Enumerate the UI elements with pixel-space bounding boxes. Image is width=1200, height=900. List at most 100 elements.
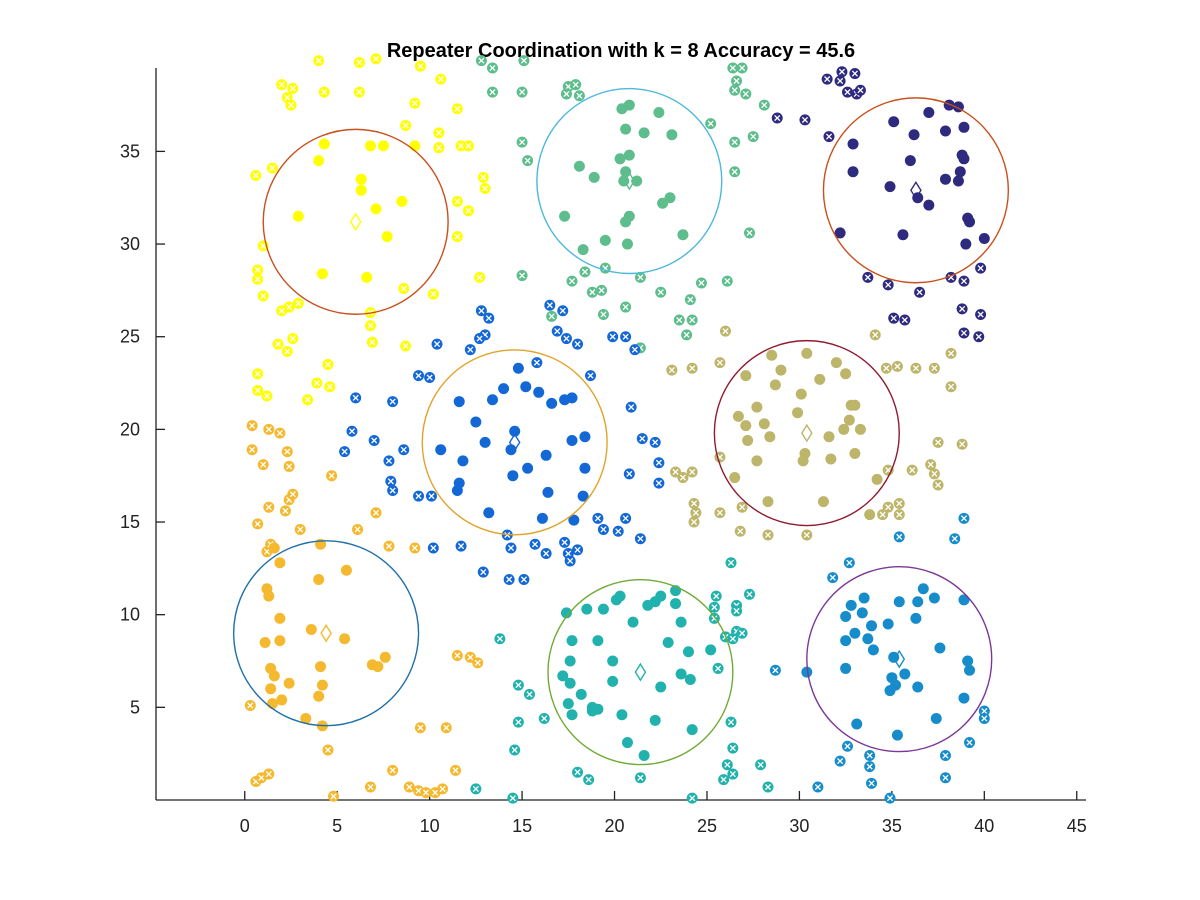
covered-point bbox=[742, 434, 754, 446]
y-tick-label: 30 bbox=[120, 234, 140, 254]
uncovered-point bbox=[827, 572, 839, 584]
uncovered-point bbox=[572, 338, 584, 350]
uncovered-point bbox=[326, 470, 338, 482]
uncovered-point bbox=[836, 66, 848, 78]
uncovered-point bbox=[455, 540, 467, 552]
uncovered-point bbox=[387, 396, 399, 408]
covered-point bbox=[579, 431, 591, 443]
uncovered-point bbox=[893, 509, 905, 521]
uncovered-point bbox=[252, 368, 264, 380]
uncovered-point bbox=[710, 590, 722, 602]
covered-point bbox=[758, 418, 770, 430]
covered-point bbox=[797, 455, 809, 467]
uncovered-point bbox=[673, 314, 685, 326]
uncovered-point bbox=[383, 455, 395, 467]
uncovered-point bbox=[727, 633, 739, 645]
uncovered-point bbox=[729, 166, 741, 178]
covered-point bbox=[775, 364, 787, 376]
covered-point bbox=[912, 192, 924, 204]
uncovered-point bbox=[425, 490, 437, 502]
uncovered-point bbox=[688, 516, 700, 528]
covered-point bbox=[313, 573, 325, 585]
covered-point bbox=[843, 414, 855, 426]
uncovered-point bbox=[686, 466, 698, 478]
covered-point bbox=[847, 138, 859, 150]
uncovered-point bbox=[475, 55, 487, 67]
uncovered-point bbox=[834, 75, 846, 87]
uncovered-point bbox=[450, 764, 462, 776]
uncovered-point bbox=[718, 774, 730, 786]
uncovered-point bbox=[956, 303, 968, 315]
covered-point bbox=[923, 106, 935, 118]
uncovered-point bbox=[910, 362, 922, 374]
covered-point bbox=[292, 210, 304, 222]
uncovered-point bbox=[433, 127, 445, 139]
axes: 0 5 10 15 20 25 30 35 40 45 5 10 15 20 25 30 35 bbox=[120, 68, 1087, 836]
uncovered-point bbox=[866, 777, 878, 789]
uncovered-point bbox=[725, 716, 737, 728]
covered-point bbox=[520, 381, 532, 393]
covered-point bbox=[409, 140, 421, 152]
uncovered-point bbox=[427, 288, 439, 300]
uncovered-point bbox=[572, 766, 584, 778]
uncovered-point bbox=[385, 475, 397, 487]
repeater-centroid-marker bbox=[349, 212, 362, 232]
uncovered-point bbox=[413, 370, 425, 382]
coverage-circles bbox=[232, 87, 1010, 766]
covered-point bbox=[560, 607, 572, 619]
uncovered-point bbox=[945, 347, 957, 359]
covered-point bbox=[627, 616, 639, 628]
uncovered-point bbox=[612, 525, 624, 537]
uncovered-point bbox=[884, 792, 896, 804]
uncovered-point bbox=[283, 460, 295, 472]
uncovered-point bbox=[244, 699, 256, 711]
uncovered-point bbox=[350, 392, 362, 404]
covered-point bbox=[642, 599, 654, 611]
x-tick-label: 35 bbox=[882, 816, 902, 836]
uncovered-point bbox=[483, 312, 495, 324]
uncovered-point bbox=[758, 99, 770, 111]
covered-point bbox=[886, 672, 898, 684]
uncovered-point bbox=[324, 381, 336, 393]
uncovered-point bbox=[518, 573, 530, 585]
covered-point bbox=[908, 129, 920, 141]
covered-point bbox=[581, 603, 593, 615]
uncovered-point bbox=[546, 310, 558, 322]
uncovered-point bbox=[252, 273, 264, 285]
covered-point bbox=[705, 644, 717, 656]
uncovered-point bbox=[474, 271, 486, 283]
uncovered-point bbox=[477, 171, 489, 183]
uncovered-point bbox=[634, 271, 646, 283]
covered-point bbox=[856, 607, 868, 619]
covered-point bbox=[823, 431, 835, 443]
covered-point bbox=[769, 379, 781, 391]
covered-point bbox=[871, 473, 883, 485]
covered-point bbox=[939, 173, 951, 185]
covered-point bbox=[379, 651, 391, 663]
uncovered-point bbox=[398, 283, 410, 295]
uncovered-point bbox=[958, 512, 970, 524]
x-tick-label: 25 bbox=[697, 816, 717, 836]
uncovered-point bbox=[281, 346, 293, 358]
covered-point bbox=[830, 357, 842, 369]
chart-title: Repeater Coordination with k = 8 Accurac… bbox=[387, 40, 855, 62]
covered-point bbox=[566, 434, 578, 446]
uncovered-point bbox=[437, 783, 449, 795]
covered-point bbox=[958, 692, 970, 704]
covered-point bbox=[505, 444, 517, 456]
covered-point bbox=[631, 175, 643, 187]
covered-point bbox=[542, 486, 554, 498]
covered-point bbox=[573, 160, 585, 172]
uncovered-point bbox=[313, 55, 325, 67]
covered-point bbox=[684, 674, 696, 686]
uncovered-point bbox=[322, 744, 334, 756]
y-tick-label: 5 bbox=[130, 697, 140, 717]
uncovered-point bbox=[729, 136, 741, 148]
uncovered-point bbox=[287, 488, 299, 500]
uncovered-point bbox=[285, 99, 297, 111]
uncovered-point bbox=[714, 357, 726, 369]
covered-point bbox=[623, 149, 635, 161]
uncovered-point bbox=[474, 333, 486, 345]
x-tick-label: 40 bbox=[974, 816, 994, 836]
uncovered-point bbox=[762, 781, 774, 793]
